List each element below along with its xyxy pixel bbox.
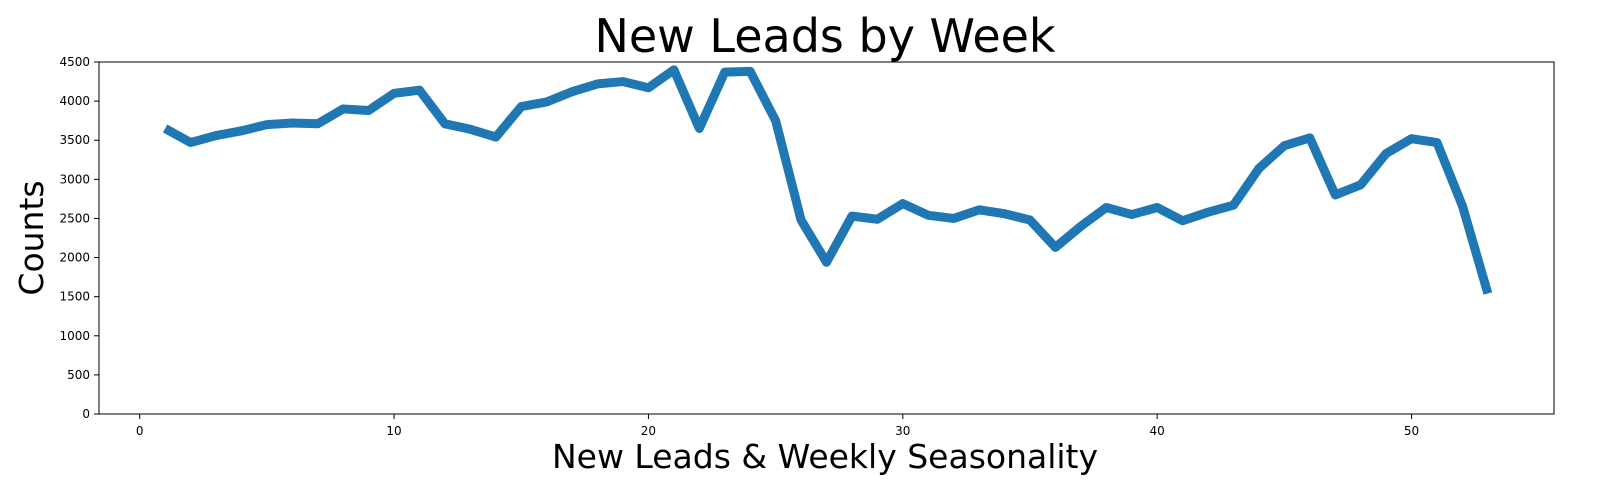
y-tick-label: 2500 [59, 211, 90, 225]
x-tick-label: 40 [1150, 424, 1165, 438]
y-tick-label: 4500 [59, 55, 90, 69]
x-tick-label: 50 [1404, 424, 1419, 438]
y-tick-label: 4000 [59, 94, 90, 108]
y-tick-label: 3500 [59, 133, 90, 147]
y-tick-label: 1000 [59, 329, 90, 343]
y-axis-label: Counts [12, 180, 51, 295]
x-tick-label: 30 [895, 424, 910, 438]
axes-frame [98, 61, 1555, 415]
y-tick-label: 3000 [59, 172, 90, 186]
x-tick-label: 0 [136, 424, 144, 438]
y-tick-label: 0 [82, 407, 90, 421]
x-tick-label: 20 [641, 424, 656, 438]
x-axis-label: New Leads & Weekly Seasonality [552, 437, 1098, 476]
x-tick-label: 10 [386, 424, 401, 438]
y-tick-label: 500 [67, 368, 90, 382]
y-tick-label: 1500 [59, 290, 90, 304]
plot-area: 0 10 20 30 40 5005001000150020002500300035004… [59, 55, 1555, 438]
y-tick-label: 2000 [59, 251, 90, 265]
chart-title: New Leads by Week [594, 9, 1055, 63]
series-line [162, 65, 1493, 295]
